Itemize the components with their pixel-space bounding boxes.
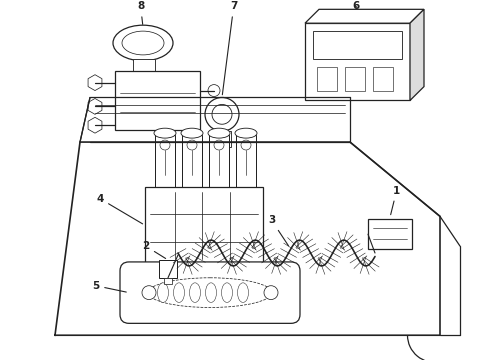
Bar	[313, 31, 402, 59]
Circle shape	[264, 286, 278, 300]
Circle shape	[241, 140, 251, 150]
Bar	[155, 135, 175, 186]
Circle shape	[208, 85, 220, 96]
Polygon shape	[410, 9, 424, 100]
Text: 2: 2	[142, 241, 166, 258]
Bar	[159, 260, 177, 278]
Ellipse shape	[235, 128, 257, 138]
Bar	[217, 147, 227, 155]
Bar	[145, 186, 263, 264]
Circle shape	[250, 269, 260, 279]
Ellipse shape	[238, 283, 248, 302]
Bar	[317, 67, 337, 91]
Circle shape	[205, 98, 239, 131]
Text: 4: 4	[96, 194, 143, 224]
Bar	[133, 59, 155, 71]
Ellipse shape	[122, 31, 164, 55]
Ellipse shape	[173, 283, 185, 302]
Bar	[209, 135, 229, 186]
Circle shape	[212, 104, 232, 124]
Circle shape	[142, 286, 156, 300]
Text: 1: 1	[391, 185, 400, 215]
Bar	[164, 278, 172, 284]
Bar	[373, 67, 393, 91]
FancyBboxPatch shape	[120, 262, 300, 323]
Text: 3: 3	[268, 215, 289, 246]
Ellipse shape	[190, 283, 200, 302]
Bar	[368, 219, 412, 249]
Ellipse shape	[113, 25, 173, 61]
Ellipse shape	[154, 128, 176, 138]
Text: 7: 7	[222, 1, 237, 95]
Circle shape	[148, 269, 158, 279]
Circle shape	[214, 140, 224, 150]
Bar	[182, 135, 202, 186]
Bar	[133, 264, 275, 284]
Ellipse shape	[157, 283, 169, 302]
Ellipse shape	[205, 283, 217, 302]
Circle shape	[160, 140, 170, 150]
Ellipse shape	[181, 128, 203, 138]
Polygon shape	[305, 9, 424, 23]
Ellipse shape	[208, 128, 230, 138]
Text: 6: 6	[352, 1, 359, 11]
Ellipse shape	[148, 278, 272, 307]
Bar	[236, 135, 256, 186]
Circle shape	[187, 140, 197, 150]
Bar	[345, 67, 365, 91]
Ellipse shape	[221, 283, 232, 302]
Bar	[305, 23, 410, 100]
Bar	[213, 131, 231, 147]
Text: 5: 5	[92, 281, 126, 292]
Bar	[115, 71, 200, 130]
Text: 8: 8	[137, 1, 144, 24]
